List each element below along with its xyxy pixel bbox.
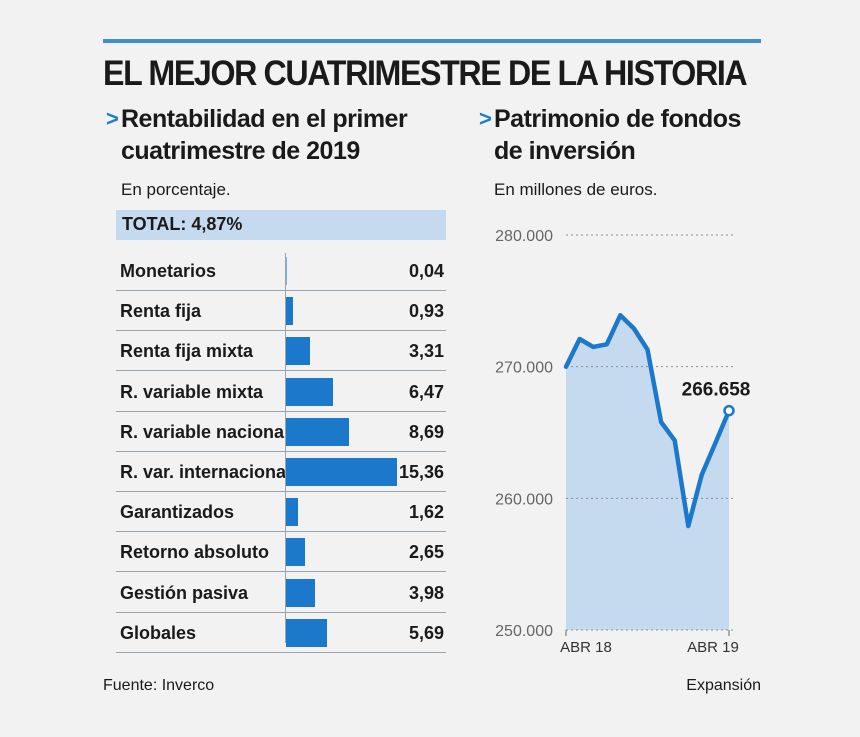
credit-label: Expansión [686, 677, 761, 694]
bar-row: Monetarios 0,04 [116, 251, 446, 291]
row-separator [116, 450, 446, 452]
left-subtitle: > Rentabilidad en el primer cuatrimestre… [106, 103, 408, 167]
page-title: EL MEJOR CUATRIMESTRE DE LA HISTORIA [103, 54, 748, 93]
bar-value-label: 6,47 [408, 381, 444, 402]
row-separator [116, 330, 446, 332]
bar-row: Globales 5,69 [116, 613, 446, 653]
row-separator [116, 611, 446, 613]
right-subtitle-marker: > [479, 106, 492, 131]
bar-category-label: Globales [120, 622, 197, 643]
right-subtitle-line2: de inversión [494, 137, 636, 165]
y-tick-label: 250.000 [495, 623, 553, 640]
bar-row: Renta fija mixta 3,31 [116, 331, 446, 372]
x-tick-label: ABR 18 [560, 639, 612, 656]
left-subtitle-line2: cuatrimestre de 2019 [121, 137, 360, 165]
bar-category-label: Monetarios [120, 261, 217, 281]
y-tick-label: 260.000 [495, 491, 553, 508]
bar [286, 498, 298, 527]
bar-value-label: 15,36 [398, 462, 444, 482]
bar-category-label: Garantizados [120, 502, 235, 523]
bar-category-label: Retorno absoluto [120, 542, 269, 563]
total-box: TOTAL: 4,87% [116, 210, 446, 240]
source-label: Fuente: Inverco [103, 677, 215, 694]
bar-row: R. variable mixta 6,47 [116, 372, 446, 412]
bar-row: Gestión pasiva 3,98 [116, 573, 446, 613]
row-separator [116, 290, 446, 291]
bar-category-label: Gestión pasiva [120, 582, 249, 603]
bar-value-label: 8,69 [408, 421, 444, 442]
bar-value-label: 1,62 [408, 502, 444, 523]
bar [286, 578, 315, 607]
bar-row: Renta fija 0,93 [116, 291, 446, 332]
row-separator [116, 571, 446, 573]
bar [286, 297, 293, 326]
bar [286, 417, 349, 446]
y-tick-label: 270.000 [495, 360, 553, 377]
bar-value-label: 0,04 [408, 261, 444, 281]
left-subtitle-marker: > [106, 106, 119, 131]
left-subtitle-line1: Rentabilidad en el primer [121, 105, 408, 133]
bar-category-label: Renta fija [120, 301, 202, 322]
right-subtitle-line1: Patrimonio de fondos [494, 105, 741, 133]
bar-category-label: R. variable mixta [120, 381, 264, 402]
bar-row: R. var. internacional 15,36 [116, 452, 446, 492]
bar-value-label: 2,65 [408, 542, 444, 563]
bar [286, 377, 333, 406]
bar [286, 257, 287, 285]
right-unit-label: En millones de euros. [494, 180, 658, 199]
end-value-label: 266.658 [682, 380, 751, 401]
row-separator [116, 531, 446, 533]
row-separator [116, 410, 446, 412]
bar-row: R. variable nacional 8,69 [116, 412, 446, 452]
bar-value-label: 0,93 [408, 301, 444, 322]
bar [286, 337, 310, 366]
bar [286, 618, 328, 647]
x-tick-label: ABR 19 [687, 639, 739, 656]
bar-row: Retorno absoluto 2,65 [116, 532, 446, 573]
left-unit-label: En porcentaje. [121, 180, 231, 199]
row-separator [116, 370, 446, 372]
row-separator [116, 491, 446, 492]
total-label: TOTAL: 4,87% [122, 214, 243, 234]
bar [286, 538, 306, 567]
top-accent-bar [103, 39, 761, 43]
bar-row: Garantizados 1,62 [116, 492, 446, 533]
y-tick-label: 280.000 [495, 228, 553, 245]
right-subtitle: > Patrimonio de fondos de inversión [479, 103, 741, 167]
bar-category-label: R. variable nacional [120, 421, 290, 442]
bar [286, 458, 397, 486]
end-point-marker [723, 404, 735, 417]
bar-axis-line [285, 253, 286, 643]
row-separator [116, 651, 446, 653]
bar-value-label: 3,98 [408, 582, 444, 603]
bar-value-label: 3,31 [408, 341, 444, 362]
bar-category-label: R. var. internacional [120, 462, 292, 482]
area-fill [566, 315, 729, 630]
series-line [563, 313, 732, 529]
bar-value-label: 5,69 [408, 622, 444, 643]
bar-category-label: Renta fija mixta [120, 341, 254, 362]
